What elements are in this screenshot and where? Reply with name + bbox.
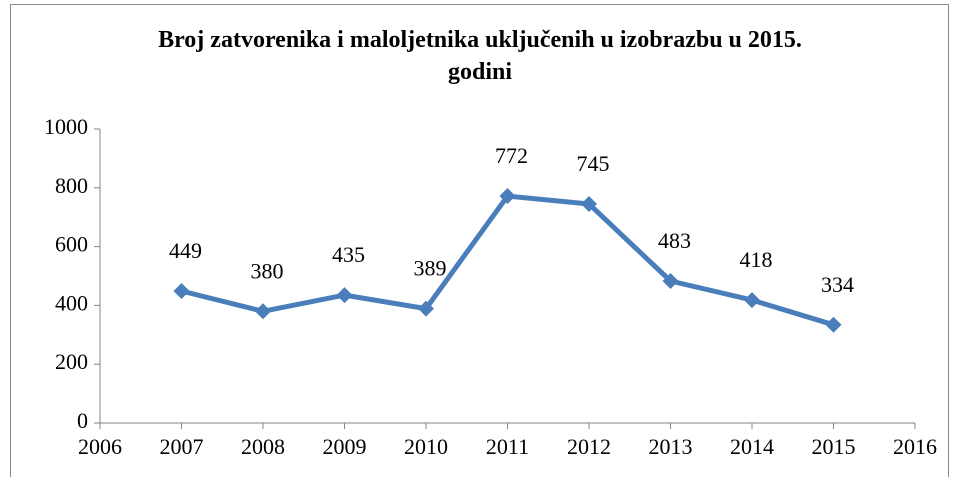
x-tick-label: 2014 xyxy=(730,434,774,459)
data-label: 772 xyxy=(495,143,528,168)
data-point xyxy=(173,282,190,299)
data-label: 334 xyxy=(821,272,854,297)
data-point xyxy=(825,316,842,333)
data-point xyxy=(499,188,516,205)
y-tick-label: 400 xyxy=(55,290,88,315)
y-tick-label: 800 xyxy=(55,173,88,198)
y-tick-label: 600 xyxy=(55,232,88,257)
chart-frame xyxy=(10,4,949,477)
x-tick-label: 2007 xyxy=(160,434,204,459)
x-tick-label: 2015 xyxy=(812,434,856,459)
x-tick-label: 2016 xyxy=(893,434,937,459)
x-tick-label: 2006 xyxy=(78,434,122,459)
y-tick-label: 1000 xyxy=(44,114,88,139)
data-label: 380 xyxy=(251,258,284,283)
chart-title: Broj zatvorenika i maloljetnika uključen… xyxy=(158,27,802,85)
data-point xyxy=(662,272,679,289)
data-point xyxy=(336,287,353,304)
x-tick-label: 2011 xyxy=(486,434,529,459)
x-tick-label: 2010 xyxy=(404,434,448,459)
data-point xyxy=(255,303,271,320)
x-tick-label: 2013 xyxy=(649,434,693,459)
data-label: 435 xyxy=(332,242,365,267)
x-tick-label: 2012 xyxy=(567,434,611,459)
data-label: 418 xyxy=(740,247,773,272)
data-label: 449 xyxy=(169,238,202,263)
data-point xyxy=(418,300,434,317)
y-tick-label: 0 xyxy=(77,408,88,433)
data-point xyxy=(744,292,760,309)
data-label: 483 xyxy=(658,228,691,253)
x-tick-label: 2009 xyxy=(323,434,367,459)
data-label: 389 xyxy=(414,256,447,281)
data-point xyxy=(581,195,597,212)
data-label: 745 xyxy=(577,151,610,176)
y-tick-label: 200 xyxy=(55,349,88,374)
x-tick-label: 2008 xyxy=(241,434,285,459)
